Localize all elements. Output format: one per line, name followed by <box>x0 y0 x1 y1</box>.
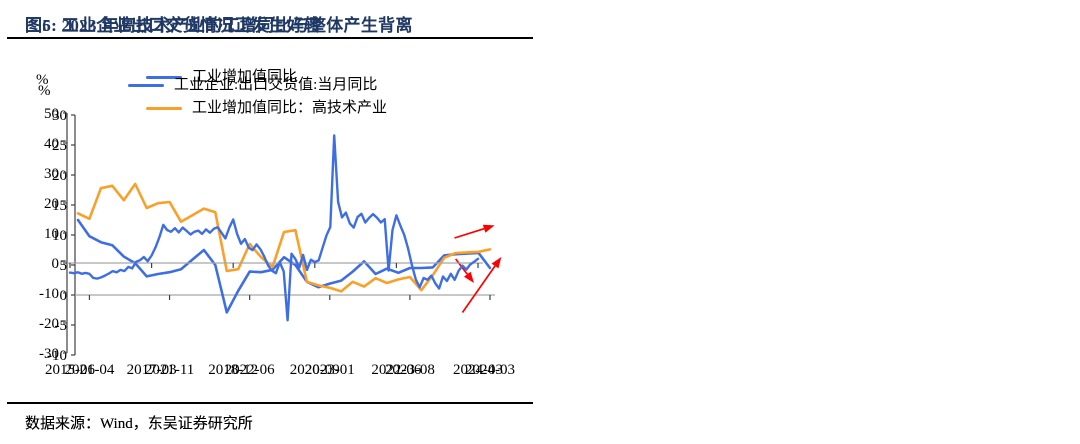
legend-label: 工业企业:出口交货值:当月同比 <box>174 77 378 93</box>
legend-label: 工业增加值同比：高技术产业 <box>192 100 388 116</box>
legend-item: 工业企业:出口交货值:当月同比 <box>128 76 377 94</box>
x-tick-label: 2021-04 <box>64 362 114 378</box>
y-tick-label: 20 <box>52 168 67 184</box>
figure-6: 图6: 工业企业出口交货情况正发生好转 工业企业:出口交货值:当月同比 % 50 4… <box>7 16 533 432</box>
y-tick-label: 0 <box>60 288 68 304</box>
series-line-0 <box>68 134 480 322</box>
figure-5: 图5: 2023 年高技术产业的工增同比与整体产生背离 工业增加值同比 工业增加值… <box>7 16 533 432</box>
y-tick-label: -20 <box>39 316 59 332</box>
y-tick-label: 0 <box>52 256 60 272</box>
y-axis-unit-label: % <box>38 83 51 99</box>
legend-item: 工业增加值同比 <box>146 68 387 86</box>
x-tick-label: 2018-12 <box>208 362 258 378</box>
figure-5-legend: 工业增加值同比工业增加值同比：高技术产业 <box>146 68 387 117</box>
x-tick-label: 2015-06 <box>45 362 95 378</box>
y-tick-label: 15 <box>52 198 67 214</box>
y-tick-label: 30 <box>52 108 67 124</box>
figure-5-title: 图5: 2023 年高技术产业的工增同比与整体产生背离 <box>25 16 413 35</box>
trend-arrow-annotation <box>454 224 495 239</box>
y-tick-label: -10 <box>39 286 59 302</box>
x-tick-label: 2024-03 <box>453 362 503 378</box>
series-line-0 <box>76 218 492 314</box>
y-tick-label: 5 <box>60 258 68 274</box>
figure-6-source-note: 数据来源：Wind，东吴证券研究所 <box>25 416 253 432</box>
x-tick-label: 2022-06 <box>371 362 421 378</box>
series-line-1 <box>76 182 492 293</box>
legend-item: 工业增加值同比：高技术产业 <box>146 99 387 117</box>
x-tick-label: 2022-06 <box>225 362 275 378</box>
legend-line-swatch <box>146 75 182 79</box>
y-tick-label: 25 <box>52 138 67 154</box>
x-axis: 2015-06 2017-03 2018-12 2020-09 2022-06 2024-… <box>45 263 503 378</box>
x-tick-label: 2023-01 <box>305 362 355 378</box>
y-tick-label: 10 <box>44 226 59 242</box>
y-tick-label: 20 <box>44 196 59 212</box>
y-tick-label: -30 <box>39 346 59 362</box>
legend-label: 工业增加值同比 <box>192 69 298 85</box>
x-tick-label: 2024-03 <box>465 362 515 378</box>
figure-6-legend: 工业企业:出口交货值:当月同比 <box>128 76 377 94</box>
y-tick-label: 50 <box>44 106 59 122</box>
y-axis-unit-label: % <box>36 72 49 88</box>
x-axis: 2021-04 2021-11 2022-06 2023-01 2023-08 2024-… <box>64 295 515 378</box>
figure-5-source-note: 数据来源：Wind，东吴证券研究所 <box>25 416 253 432</box>
x-tick-label: 2023-08 <box>385 362 435 378</box>
y-tick-label: 40 <box>44 136 59 152</box>
figure-6-title: 图6: 工业企业出口交货情况正发生好转 <box>25 16 322 35</box>
y-tick-label: 30 <box>44 166 59 182</box>
y-tick-label: -5 <box>55 318 68 334</box>
y-tick-label: -10 <box>47 348 67 364</box>
x-tick-label: 2020-09 <box>290 362 340 378</box>
legend-line-swatch <box>128 83 164 87</box>
y-tick-label: 10 <box>52 228 67 244</box>
figure-6-title-divider <box>7 37 533 39</box>
legend-line-swatch <box>146 106 182 110</box>
figure-6-source-divider <box>7 402 533 404</box>
x-tick-label: 2021-11 <box>145 362 194 378</box>
trend-arrow-annotation <box>461 257 502 313</box>
x-tick-label: 2017-03 <box>127 362 177 378</box>
